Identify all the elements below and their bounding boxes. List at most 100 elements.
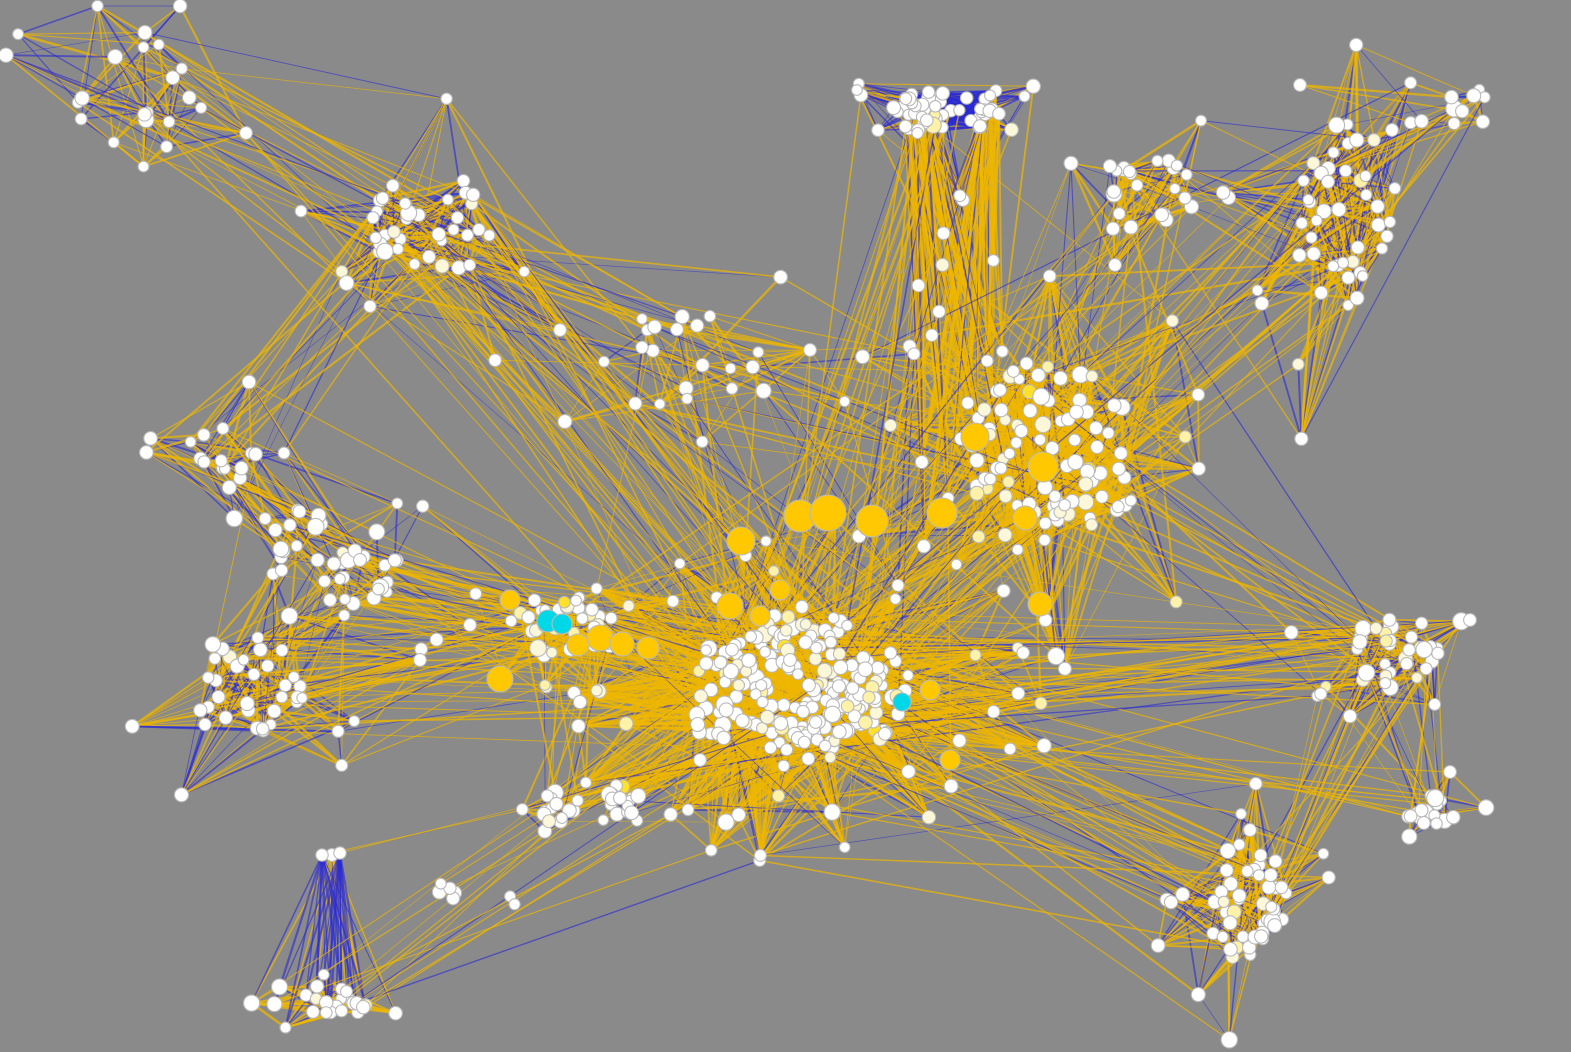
- graph-node[interactable]: [1349, 37, 1364, 53]
- graph-node[interactable]: [1067, 453, 1084, 471]
- graph-node[interactable]: [553, 323, 567, 337]
- graph-node[interactable]: [353, 553, 367, 567]
- graph-node[interactable]: [977, 402, 992, 417]
- graph-node[interactable]: [823, 803, 841, 821]
- graph-node[interactable]: [270, 978, 289, 996]
- graph-node[interactable]: [732, 678, 746, 692]
- graph-node[interactable]: [1220, 1031, 1239, 1049]
- graph-node[interactable]: [773, 715, 789, 731]
- graph-node[interactable]: [929, 100, 942, 113]
- graph-node[interactable]: [953, 189, 967, 203]
- graph-node-hub-gold[interactable]: [960, 422, 990, 452]
- graph-node[interactable]: [781, 609, 796, 624]
- graph-node[interactable]: [1382, 612, 1397, 627]
- graph-node[interactable]: [796, 704, 810, 719]
- graph-node[interactable]: [693, 689, 708, 704]
- graph-node[interactable]: [971, 529, 986, 544]
- graph-node[interactable]: [218, 710, 233, 725]
- graph-node[interactable]: [260, 659, 275, 673]
- graph-node[interactable]: [214, 454, 228, 468]
- graph-node[interactable]: [1022, 403, 1038, 419]
- graph-node[interactable]: [803, 343, 817, 357]
- graph-node-highlight-cyan[interactable]: [551, 613, 573, 635]
- graph-node[interactable]: [463, 618, 477, 632]
- graph-node[interactable]: [613, 791, 627, 805]
- graph-node-hub-gold[interactable]: [769, 579, 791, 601]
- graph-node[interactable]: [504, 614, 518, 628]
- graph-node[interactable]: [323, 593, 337, 607]
- graph-node[interactable]: [824, 635, 838, 649]
- graph-node[interactable]: [221, 479, 237, 496]
- graph-node[interactable]: [1170, 159, 1184, 172]
- graph-node[interactable]: [759, 645, 771, 658]
- graph-node[interactable]: [1018, 90, 1031, 103]
- graph-node[interactable]: [1426, 789, 1445, 808]
- graph-node[interactable]: [993, 402, 1009, 418]
- graph-node[interactable]: [704, 843, 718, 857]
- graph-node[interactable]: [1190, 987, 1206, 1003]
- graph-node[interactable]: [1338, 164, 1353, 178]
- graph-node[interactable]: [818, 739, 832, 753]
- graph-node[interactable]: [718, 702, 734, 718]
- graph-node[interactable]: [1085, 369, 1099, 383]
- graph-node[interactable]: [647, 319, 662, 335]
- graph-node[interactable]: [1217, 895, 1230, 908]
- graph-node[interactable]: [258, 512, 272, 526]
- graph-node[interactable]: [1122, 164, 1137, 179]
- graph-node[interactable]: [1123, 219, 1139, 235]
- graph-node[interactable]: [590, 582, 603, 595]
- graph-node[interactable]: [1191, 461, 1206, 476]
- graph-node[interactable]: [831, 679, 846, 694]
- graph-node[interactable]: [242, 994, 261, 1012]
- graph-node[interactable]: [1414, 113, 1429, 129]
- graph-node[interactable]: [268, 522, 283, 538]
- graph-node[interactable]: [488, 353, 502, 368]
- graph-node[interactable]: [239, 126, 253, 140]
- graph-node[interactable]: [801, 751, 816, 766]
- graph-node[interactable]: [745, 359, 760, 375]
- graph-node[interactable]: [1090, 439, 1105, 455]
- graph-node[interactable]: [969, 452, 985, 469]
- graph-node-hub-gold[interactable]: [716, 592, 744, 620]
- graph-node[interactable]: [1032, 387, 1051, 406]
- graph-node[interactable]: [799, 618, 812, 631]
- graph-node[interactable]: [1124, 494, 1137, 507]
- graph-node[interactable]: [283, 518, 297, 532]
- graph-node[interactable]: [173, 787, 190, 803]
- graph-node[interactable]: [716, 730, 731, 746]
- graph-node[interactable]: [1215, 185, 1231, 200]
- graph-node[interactable]: [1233, 838, 1246, 851]
- graph-node[interactable]: [1349, 290, 1365, 306]
- graph-node[interactable]: [348, 715, 361, 728]
- graph-node[interactable]: [421, 249, 437, 264]
- graph-node[interactable]: [1078, 476, 1094, 492]
- graph-node[interactable]: [1030, 367, 1046, 383]
- graph-node[interactable]: [546, 646, 558, 659]
- graph-node[interactable]: [823, 705, 842, 723]
- graph-node[interactable]: [1194, 114, 1208, 127]
- graph-node[interactable]: [387, 553, 402, 568]
- graph-node[interactable]: [1047, 647, 1066, 666]
- graph-node[interactable]: [969, 648, 982, 662]
- graph-node[interactable]: [713, 655, 728, 670]
- graph-node[interactable]: [798, 635, 813, 650]
- graph-node[interactable]: [275, 643, 289, 657]
- graph-node[interactable]: [251, 631, 265, 645]
- graph-node[interactable]: [681, 803, 695, 817]
- graph-node[interactable]: [306, 1004, 320, 1019]
- graph-node[interactable]: [413, 653, 427, 667]
- graph-node[interactable]: [1016, 645, 1031, 660]
- graph-node[interactable]: [700, 644, 712, 657]
- graph-node[interactable]: [208, 652, 222, 665]
- graph-node[interactable]: [1293, 78, 1307, 92]
- graph-node[interactable]: [1302, 193, 1315, 206]
- graph-node[interactable]: [925, 328, 939, 342]
- graph-node[interactable]: [124, 718, 140, 734]
- graph-node[interactable]: [1038, 516, 1052, 530]
- graph-node[interactable]: [391, 497, 404, 510]
- graph-node[interactable]: [515, 803, 529, 816]
- graph-node[interactable]: [107, 48, 124, 65]
- graph-node[interactable]: [1113, 446, 1128, 461]
- graph-node[interactable]: [1216, 930, 1229, 944]
- graph-node[interactable]: [450, 211, 465, 225]
